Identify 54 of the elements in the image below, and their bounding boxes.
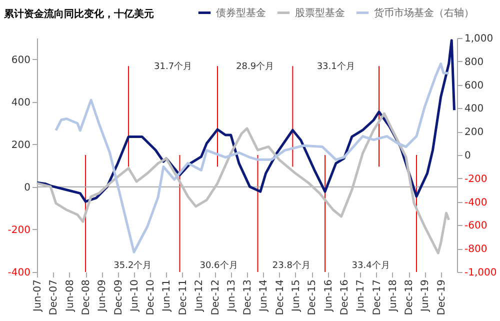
x-tick-label: Dec-10 (146, 280, 157, 316)
x-tick-label: Jun-15 (290, 280, 302, 312)
y2-tick-label: 400 (464, 104, 484, 115)
x-tick-label: Jun-11 (162, 280, 173, 312)
x-tick-label: Jun-17 (356, 280, 367, 312)
y-tick-label: 600 (11, 54, 30, 66)
x-tick-label: Jun-10 (129, 280, 140, 312)
x-tick-label: Jun-16 (323, 280, 334, 312)
y2-tick-label: -1,000 (464, 268, 497, 278)
y2-tick-label: 800 (464, 56, 484, 68)
y2-tick-label: -800 (464, 244, 488, 256)
x-tick-label: Jun-12 (194, 280, 206, 312)
annotation: 35.2个月 (114, 260, 152, 271)
x-tick-label: Dec-09 (113, 280, 124, 316)
x-tick-label: Jun-09 (97, 280, 108, 312)
y2-tick-label: 600 (464, 80, 484, 92)
y-tick-label: 0 (24, 182, 30, 194)
annotation: 33.4个月 (352, 260, 390, 271)
y2-tick-label: -600 (464, 220, 488, 232)
y-tick-label: -400 (8, 268, 30, 278)
x-tick-label: Dec-14 (274, 280, 286, 316)
chart-title: 累计资金流向同比变化，十亿美元 (3, 8, 154, 20)
y2-tick-label: 1,000 (464, 34, 494, 44)
legend-label: 货币市场基金（右轴） (374, 6, 474, 19)
y2-tick-label: -400 (464, 197, 488, 208)
legend-label: 股票型基金 (295, 6, 345, 19)
y-tick-label: -200 (8, 224, 30, 236)
x-tick-label: Dec-08 (81, 280, 92, 316)
annotation: 23.8个月 (272, 260, 310, 271)
x-tick-label: Dec-16 (339, 280, 350, 316)
x-tick-label: Dec-19 (436, 280, 448, 316)
y2-tick-label: 0 (464, 150, 471, 162)
x-tick-label: Jun-07 (32, 280, 44, 312)
x-tick-label: Jun-18 (388, 280, 399, 312)
y2-tick-label: 200 (464, 127, 484, 138)
y2-tick-label: -200 (464, 174, 488, 185)
annotation: 28.9个月 (236, 61, 274, 72)
x-tick-label: Jun-13 (226, 280, 238, 312)
x-tick-label: Jun-08 (64, 280, 76, 312)
legend-label: 债券型基金 (216, 6, 266, 19)
x-tick-label: Dec-15 (307, 280, 318, 316)
annotation: 30.6个月 (200, 260, 238, 271)
y-tick-label: 400 (11, 97, 30, 108)
x-tick-label: Dec-12 (210, 280, 222, 316)
x-tick-label: Jun-19 (420, 280, 432, 312)
x-tick-label: Dec-17 (372, 280, 383, 316)
annotation: 33.1个月 (316, 61, 355, 72)
x-tick-label: Dec-18 (404, 280, 416, 316)
annotation: 31.7个月 (154, 61, 192, 72)
x-tick-label: Dec-07 (48, 280, 60, 316)
x-tick-label: Dec-13 (242, 280, 254, 316)
x-tick-label: Jun-14 (258, 280, 270, 312)
y-tick-label: 200 (11, 140, 30, 151)
x-tick-label: Dec-11 (178, 280, 189, 316)
